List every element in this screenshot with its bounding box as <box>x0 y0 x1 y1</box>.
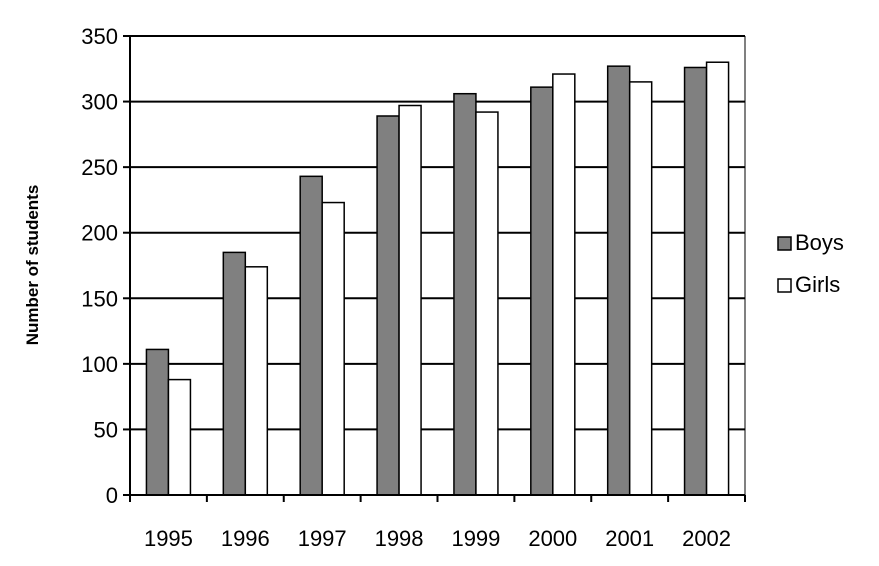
y-tick-label: 200 <box>81 221 118 246</box>
x-tick-label: 2002 <box>682 526 731 551</box>
bar-boys-2000 <box>530 86 554 496</box>
bar-boys-2002 <box>683 66 708 496</box>
y-tick-label: 50 <box>94 417 118 442</box>
x-tick-label: 1999 <box>451 526 500 551</box>
bar-girls-1995 <box>167 378 192 496</box>
bar-girls-1998 <box>398 104 422 496</box>
y-ticks: 0 50 100 150 200 250 300 350 <box>81 24 130 508</box>
y-tick-label: 300 <box>81 90 118 115</box>
bar-girls-2000 <box>552 73 576 496</box>
bar-girls-2001 <box>628 81 653 496</box>
bar-boys-1997 <box>299 175 323 496</box>
y-axis-label: Number of students <box>23 185 42 346</box>
x-tick-label: 1996 <box>221 526 270 551</box>
bar-girls-2002 <box>705 61 730 496</box>
bar-girls-1997 <box>321 201 345 496</box>
bar-boys-1996 <box>222 251 247 496</box>
bar-boys-1998 <box>376 115 400 496</box>
bar-boys-1999 <box>453 92 477 496</box>
legend-label-girls: Girls <box>795 272 840 297</box>
legend-swatch-girls <box>777 278 792 293</box>
y-tick-label: 250 <box>81 155 118 180</box>
x-tick-label: 1997 <box>298 526 347 551</box>
x-ticks: 1995 1996 1997 1998 1999 2000 2001 2002 <box>129 495 746 551</box>
legend-label-boys: Boys <box>795 230 844 255</box>
axes <box>129 36 746 496</box>
bar-boys-2001 <box>606 65 631 496</box>
x-tick-label: 2001 <box>605 526 654 551</box>
y-tick-label: 350 <box>81 24 118 49</box>
legend-swatch-boys <box>777 236 792 251</box>
x-tick-label: 1995 <box>144 526 193 551</box>
y-tick-label: 100 <box>81 352 118 377</box>
gridlines <box>130 35 745 431</box>
bar-girls-1996 <box>244 266 269 496</box>
x-tick-label: 2000 <box>528 526 577 551</box>
y-tick-label: 0 <box>106 483 118 508</box>
x-tick-label: 1998 <box>375 526 424 551</box>
y-tick-label: 150 <box>81 286 118 311</box>
bar-boys-1995 <box>145 348 170 496</box>
legend: Boys Girls <box>777 230 844 297</box>
bar-girls-1999 <box>475 111 499 496</box>
bars <box>145 61 730 496</box>
